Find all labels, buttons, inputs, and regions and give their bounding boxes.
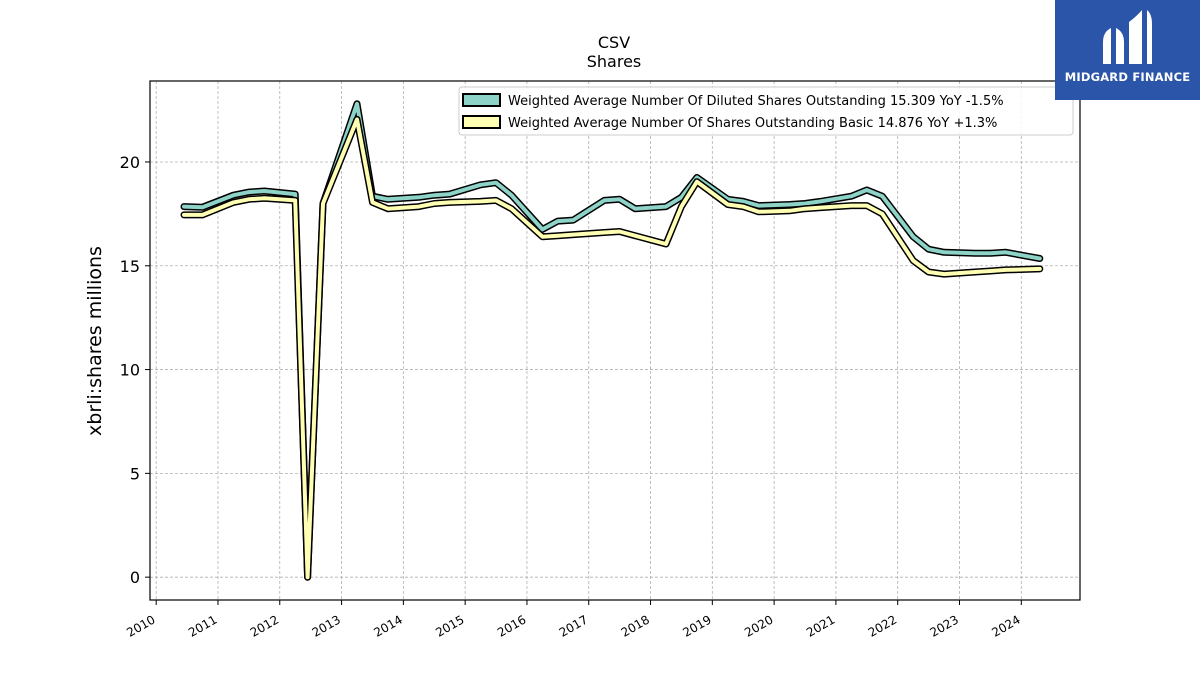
x-axis: 2010 2011 2012 2013 2014 2015 2016 2017 2018 2019… bbox=[124, 600, 1023, 640]
x-tick-label: 2016 bbox=[495, 612, 528, 639]
x-tick-label: 2011 bbox=[186, 612, 219, 639]
logo-mark-icon bbox=[1103, 10, 1152, 64]
legend-label-diluted: Weighted Average Number Of Diluted Share… bbox=[508, 94, 1004, 109]
x-tick-label: 2020 bbox=[742, 612, 775, 639]
legend: Weighted Average Number Of Diluted Share… bbox=[458, 86, 1074, 136]
y-tick-label: 0 bbox=[130, 568, 140, 587]
x-tick-label: 2018 bbox=[619, 612, 652, 639]
x-tick-label: 2019 bbox=[680, 612, 713, 639]
series-line-1 bbox=[182, 117, 1042, 580]
x-tick-label: 2021 bbox=[804, 612, 837, 639]
brand-logo-text: MIDGARD FINANCE bbox=[1064, 70, 1191, 84]
x-tick-label: 2024 bbox=[989, 612, 1022, 639]
y-axis: 0 5 10 15 20 bbox=[120, 153, 150, 587]
y-tick-label: 20 bbox=[120, 153, 140, 172]
x-tick-label: 2013 bbox=[310, 612, 343, 639]
chart-subtitle: Shares bbox=[587, 52, 642, 71]
legend-label-basic: Weighted Average Number Of Shares Outsta… bbox=[508, 116, 997, 131]
x-tick-label: 2014 bbox=[371, 612, 404, 639]
plot-frame bbox=[149, 80, 1081, 601]
legend-swatch-diluted bbox=[462, 93, 501, 107]
y-tick-label: 10 bbox=[120, 361, 140, 380]
y-tick-label: 5 bbox=[130, 464, 140, 483]
y-axis-label: xbrli:shares millions bbox=[84, 246, 106, 436]
legend-box bbox=[458, 86, 1074, 136]
x-tick-label: 2015 bbox=[433, 612, 466, 639]
x-tick-label: 2023 bbox=[928, 612, 961, 639]
x-tick-label: 2012 bbox=[248, 612, 281, 639]
y-tick-label: 15 bbox=[120, 257, 140, 276]
series-lines bbox=[180, 100, 1044, 581]
x-tick-label: 2022 bbox=[866, 612, 899, 639]
legend-swatch-basic bbox=[462, 115, 501, 129]
grid bbox=[150, 81, 1080, 600]
brand-logo: MIDGARD FINANCE bbox=[1055, 0, 1200, 100]
x-tick-label: 2017 bbox=[557, 612, 590, 639]
x-tick-label: 2010 bbox=[124, 612, 157, 639]
chart-title: CSV bbox=[598, 33, 630, 52]
